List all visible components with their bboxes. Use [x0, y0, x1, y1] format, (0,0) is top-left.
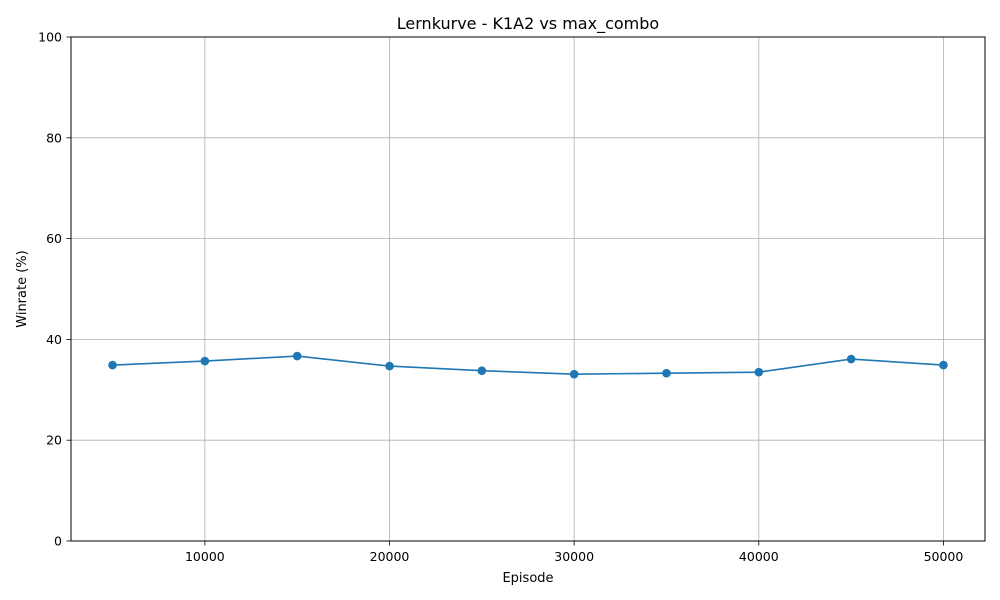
y-axis-label: Winrate (%) — [15, 250, 30, 327]
x-tick-label-0: 10000 — [185, 549, 225, 564]
x-tick-label-2: 30000 — [554, 549, 594, 564]
y-tick-label-0: 0 — [54, 534, 62, 549]
data-point-0-8 — [846, 354, 856, 364]
plot-frame — [70, 36, 986, 542]
x-tick-label-1: 20000 — [370, 549, 410, 564]
y-tick-label-5: 100 — [38, 30, 62, 45]
y-tick-label-3: 60 — [46, 231, 62, 246]
data-point-0-4 — [477, 366, 487, 375]
x-tick-label-3: 40000 — [739, 549, 779, 564]
data-point-0-1 — [200, 356, 210, 366]
series-line-0 — [112, 355, 944, 375]
grid-layer — [71, 36, 985, 542]
data-point-0-2 — [292, 351, 302, 361]
series-layer — [108, 351, 948, 379]
data-point-0-0 — [108, 360, 117, 370]
x-axis-label: Episode — [502, 571, 553, 586]
y-tick-label-1: 20 — [46, 433, 62, 448]
x-tick-label-4: 50000 — [924, 549, 964, 564]
data-point-0-5 — [569, 369, 579, 379]
data-point-0-6 — [662, 368, 671, 378]
chart-title: Lernkurve - K1A2 vs max_combo — [397, 14, 659, 34]
y-tick-label-2: 40 — [46, 332, 62, 347]
data-point-0-9 — [939, 360, 948, 370]
y-tick-label-4: 80 — [46, 130, 62, 145]
tick-layer: 10000 20000 30000 40000 50000 0 20 40 60 80 100 — [38, 30, 963, 565]
data-point-0-3 — [385, 361, 394, 371]
data-point-0-7 — [754, 367, 764, 377]
